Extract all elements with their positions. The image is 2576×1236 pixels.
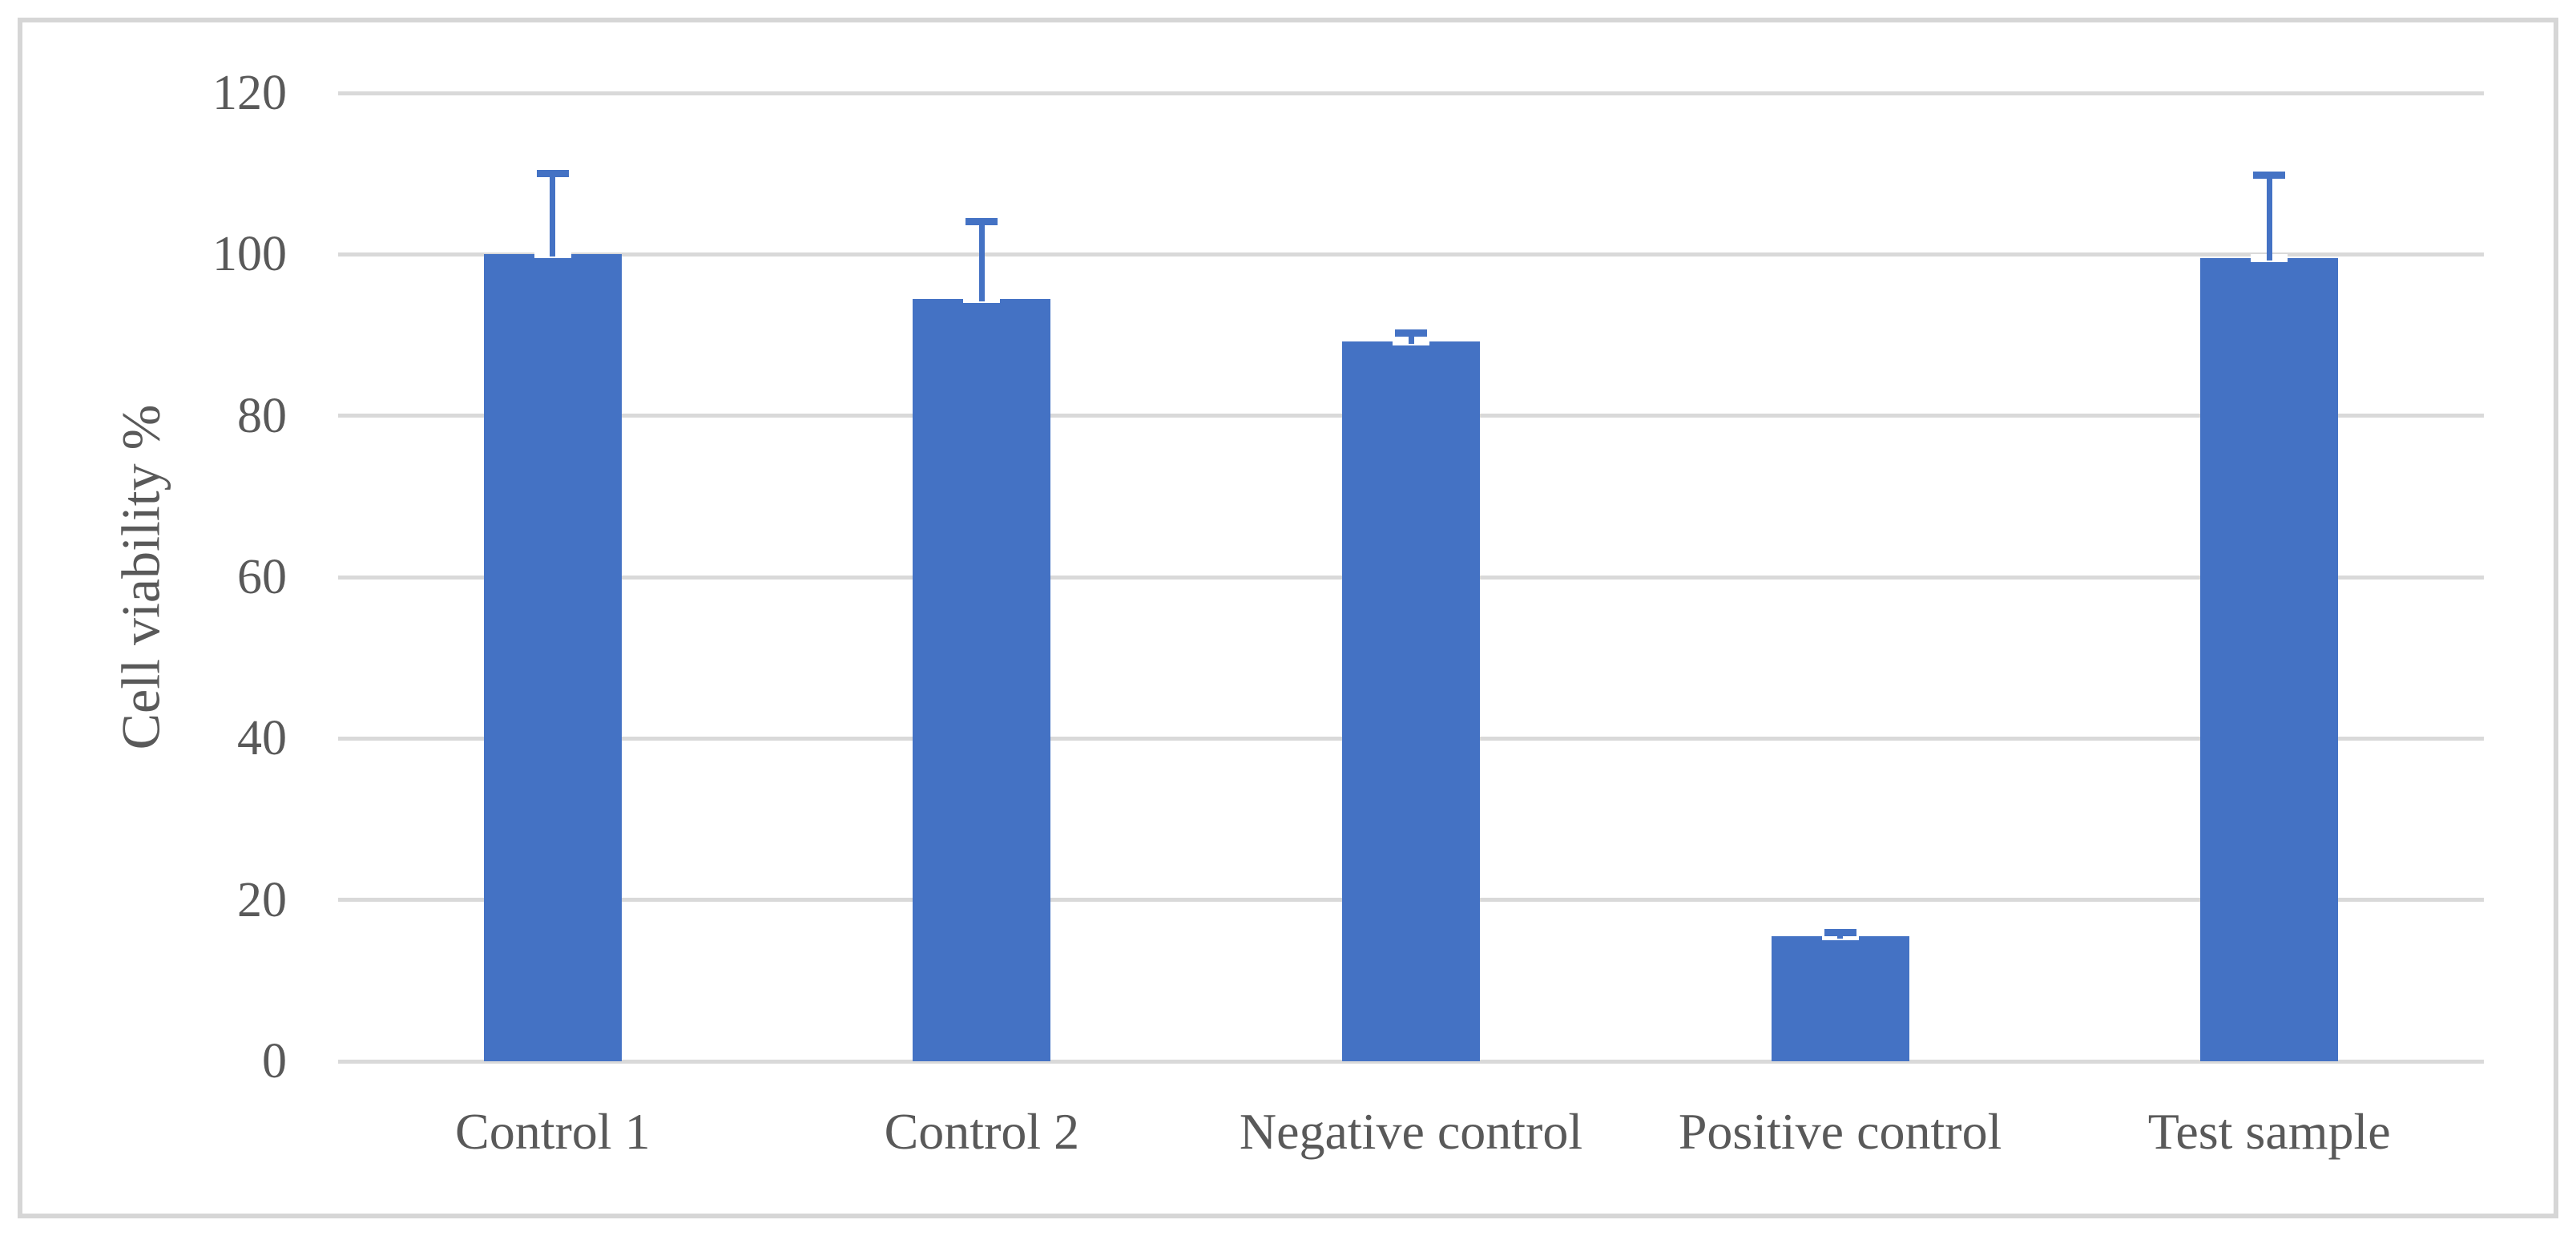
y-tick-label-60: 60 <box>237 550 287 604</box>
x-category-label-control-2: Control 2 <box>884 1103 1080 1160</box>
bar-test-sample <box>2200 258 2339 1061</box>
y-tick-label-120: 120 <box>212 66 287 120</box>
error-bar-cap-positive-control <box>1824 929 1856 937</box>
x-category-label-positive-control: Positive control <box>1678 1103 2002 1160</box>
x-category-label-negative-control: Negative control <box>1239 1103 1583 1160</box>
error-bar-cap-control-2 <box>965 217 998 225</box>
error-bar-line-negative-control <box>1408 333 1414 345</box>
error-bar-line-control-2 <box>978 221 985 301</box>
y-tick-label-100: 100 <box>212 227 287 282</box>
error-bar-cap-test-sample <box>2253 172 2286 180</box>
bar-negative-control <box>1342 341 1480 1061</box>
x-category-label-test-sample: Test sample <box>2147 1103 2391 1160</box>
gridline-0 <box>338 1059 2484 1064</box>
figure-border <box>18 18 2558 1218</box>
gridline-100 <box>338 252 2484 256</box>
error-bar-line-control-1 <box>550 173 556 257</box>
bar-positive-control <box>1771 935 1909 1061</box>
error-bar-line-test-sample <box>2266 175 2272 261</box>
y-tick-label-0: 0 <box>262 1034 287 1089</box>
error-bar-cap-control-1 <box>536 170 569 178</box>
bar-control-1 <box>483 254 622 1061</box>
error-bar-cap-negative-control <box>1395 329 1427 337</box>
y-tick-label-80: 80 <box>237 388 287 443</box>
x-category-label-control-1: Control 1 <box>455 1103 651 1160</box>
y-tick-label-20: 20 <box>237 872 287 927</box>
y-tick-label-40: 40 <box>237 711 287 766</box>
gridline-120 <box>338 91 2484 95</box>
bar-control-2 <box>913 298 1051 1061</box>
